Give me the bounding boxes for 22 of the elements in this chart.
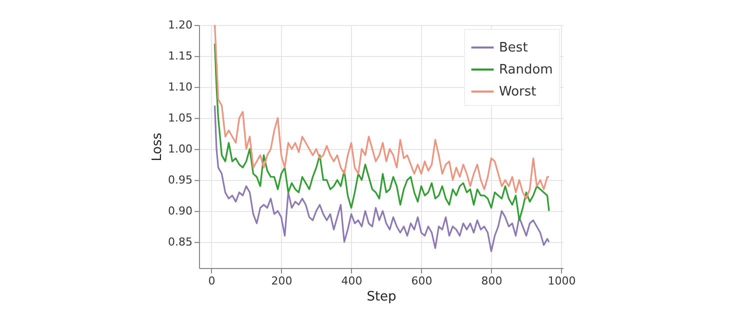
y-tick-label: 0.95 bbox=[168, 173, 192, 186]
x-tick-label: 400 bbox=[341, 274, 362, 288]
y-tick-label: 1.15 bbox=[168, 49, 192, 62]
x-tick-label: 200 bbox=[271, 274, 292, 288]
y-axis-title: Loss bbox=[150, 132, 166, 162]
legend-label: Worst bbox=[499, 84, 536, 100]
x-tick-label: 800 bbox=[481, 274, 502, 288]
y-tick-label: 1.00 bbox=[168, 142, 192, 156]
legend-label: Best bbox=[499, 40, 528, 56]
x-tick-label: 1000 bbox=[548, 274, 576, 288]
line-series bbox=[214, 42, 550, 222]
x-tick-label: 0 bbox=[208, 274, 216, 288]
x-tick-label: 600 bbox=[411, 274, 432, 288]
line-series bbox=[214, 24, 550, 200]
y-tick-label: 1.05 bbox=[168, 111, 192, 124]
y-tick-label: 0.85 bbox=[168, 235, 192, 248]
legend-label: Random bbox=[499, 62, 553, 78]
x-axis-title: Step bbox=[366, 290, 396, 304]
line-series bbox=[214, 104, 550, 252]
y-tick-label: 1.20 bbox=[168, 18, 192, 32]
y-tick-label: 0.90 bbox=[168, 204, 192, 218]
y-tick-label: 1.10 bbox=[168, 80, 192, 94]
